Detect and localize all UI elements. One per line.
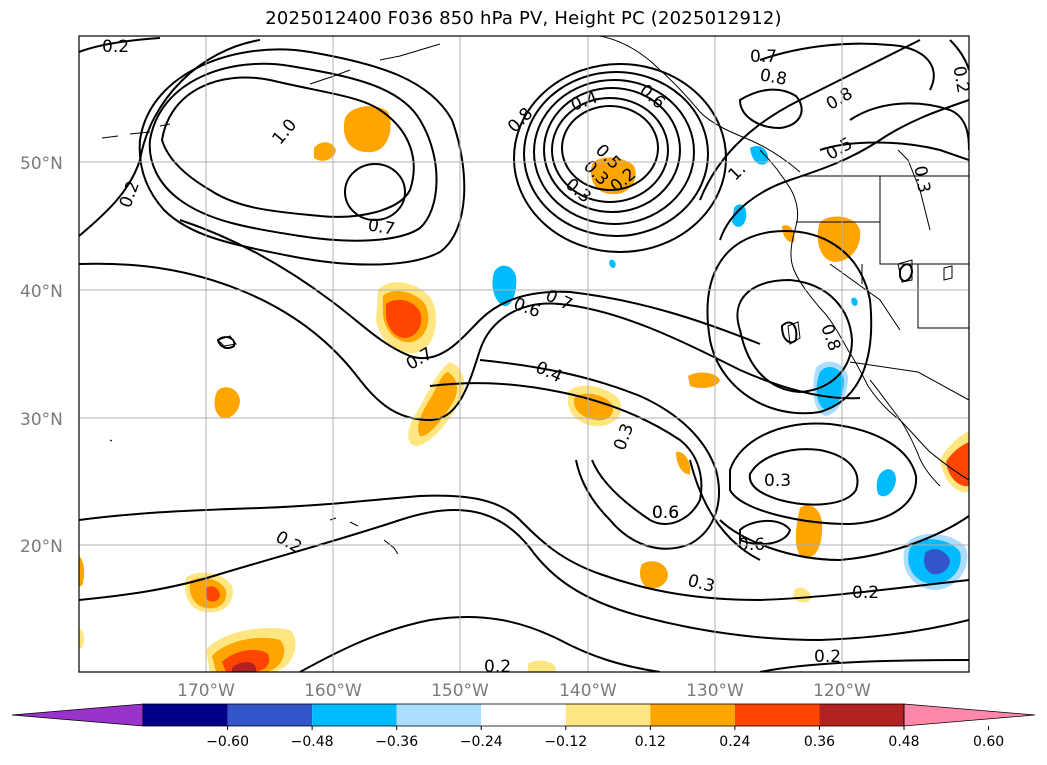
colorbar-extend-high: [903, 703, 1036, 727]
longitude-labels: 170°W 160°W 150°W 140°W 130°W 120°W: [177, 681, 871, 701]
colorbar-tick-label: −0.60: [206, 734, 249, 750]
lon-label-120w: 120°W: [813, 681, 871, 701]
pv-shading: [79, 106, 969, 672]
colorbar-segment: [650, 704, 735, 726]
contour-label: 0.7: [750, 47, 777, 67]
lat-label-50n: 50°N: [20, 154, 63, 174]
colorbar-segment: [227, 704, 313, 726]
plot-area: 0.2 0.2 1.0 0.8 0.4 0.6 0.7 0.8 0.8 0.5 …: [78, 35, 972, 677]
colorbar-tick-label: −0.24: [460, 734, 503, 750]
plot-frame: [78, 35, 970, 673]
contour-label: 0.2: [484, 657, 511, 677]
contour-label: 0.6: [652, 503, 679, 523]
colorbar-segment: [734, 704, 820, 726]
colorbar-tick-label: −0.36: [375, 734, 418, 750]
colorbar-tick-label: 0.12: [635, 734, 666, 750]
colorbar-tick-label: −0.12: [544, 734, 587, 750]
contour-label: 0.3: [909, 164, 933, 194]
colorbar-segment: [312, 704, 397, 726]
lon-label-150w: 150°W: [431, 681, 489, 701]
colorbar-outline: [142, 703, 905, 727]
lat-label-20n: 20°N: [20, 537, 63, 557]
lon-label-160w: 160°W: [304, 681, 362, 701]
contour-label: 0.6: [652, 503, 679, 523]
contour-label: 0.2: [948, 64, 972, 94]
height-contours: [79, 37, 969, 672]
lon-label-170w: 170°W: [177, 681, 235, 701]
colorbar-tick-label: 0.48: [888, 734, 919, 750]
colorbar-segment: [819, 704, 904, 726]
contour-label: 0.7: [366, 215, 396, 239]
contour-label: 0.2: [102, 37, 129, 57]
lon-label-140w: 140°W: [559, 681, 617, 701]
colorbar-segment: [143, 704, 228, 726]
colorbar-segment: [565, 704, 651, 726]
lon-label-130w: 130°W: [686, 681, 744, 701]
colorbar-segment: [481, 704, 566, 726]
contour-label: 0.3: [764, 471, 791, 491]
lat-label-30n: 30°N: [20, 410, 63, 430]
contour-label: 0.8: [758, 65, 788, 89]
contour-label: 0.2: [852, 583, 879, 603]
map-title: 2025012400 F036 850 hPa PV, Height PC (2…: [265, 8, 782, 29]
colorbar-tick-label: 0.60: [973, 734, 1004, 750]
lat-label-40n: 40°N: [20, 282, 63, 302]
colorbar-extend-low: [11, 703, 144, 727]
colorbar: −0.60 −0.48 −0.36 −0.24 −0.12 0.12 0.24 0.36 0.4…: [11, 703, 1036, 750]
colorbar-tick-label: −0.48: [291, 734, 334, 750]
latitude-labels: 50°N 40°N 30°N 20°N: [20, 154, 63, 557]
colorbar-segment: [396, 704, 482, 726]
gridlines: [79, 36, 969, 672]
contour-label: 0.2: [814, 647, 841, 667]
colorbar-tick-label: 0.24: [719, 734, 750, 750]
colorbar-tick-label: 0.36: [804, 734, 835, 750]
